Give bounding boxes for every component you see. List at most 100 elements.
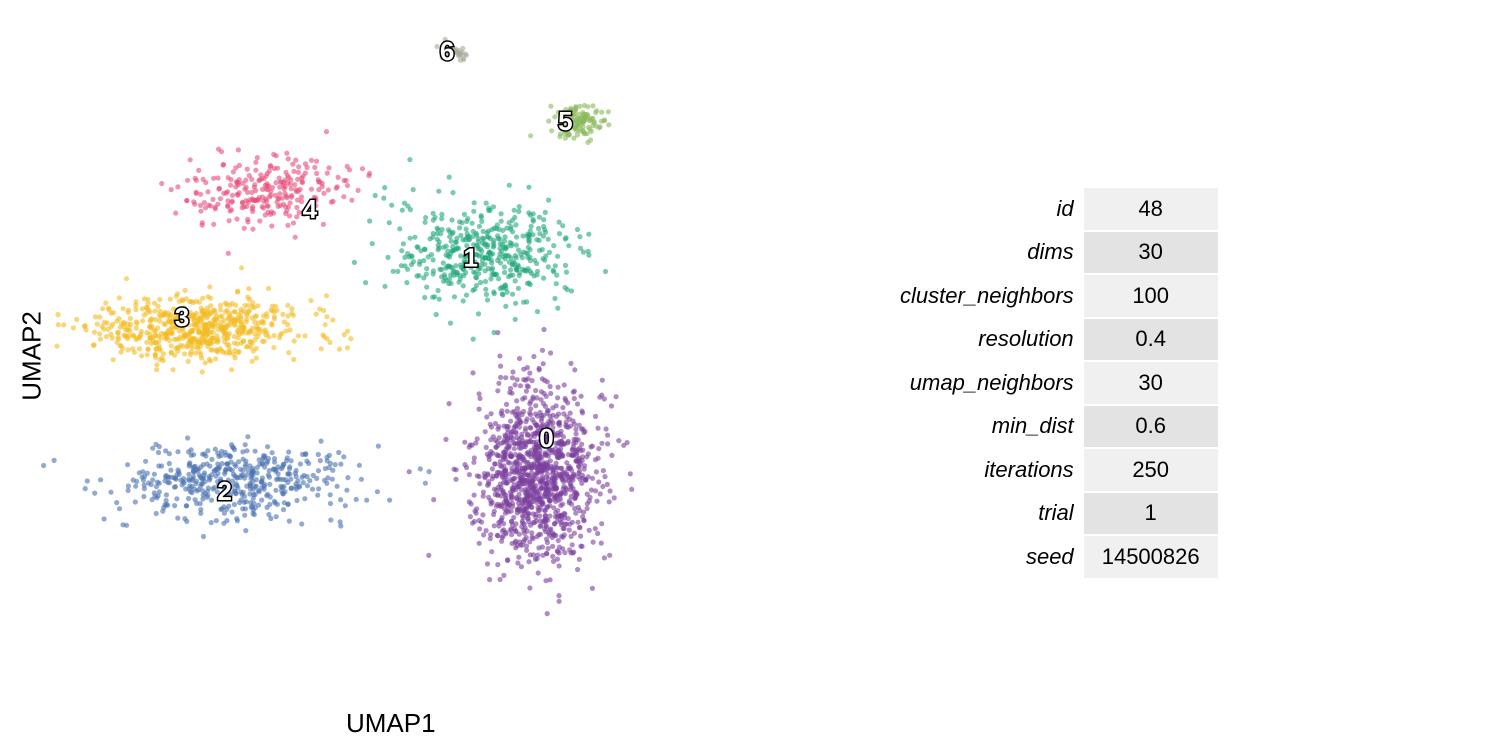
param-key: dims — [1027, 239, 1074, 265]
cluster-3-point — [167, 296, 173, 302]
cluster-2-point — [231, 447, 238, 453]
param-row-min-dist: min_dist 0.6 — [900, 404, 1218, 449]
cluster-4-point — [210, 196, 216, 202]
cluster-0-point — [576, 470, 582, 476]
cluster-3-point — [222, 339, 228, 345]
cluster-4-point — [243, 177, 249, 183]
cluster-0-point — [498, 363, 504, 369]
cluster-3-point — [158, 335, 164, 341]
cluster-2-point — [125, 487, 131, 494]
cluster-2-point — [264, 504, 270, 510]
cluster-1-point — [423, 271, 429, 277]
cluster-0-point — [512, 382, 518, 388]
cluster-2-point — [237, 500, 243, 506]
param-value: 48 — [1083, 188, 1218, 232]
cluster-3-point — [205, 313, 211, 319]
cluster-2-point — [233, 463, 239, 469]
cluster-3-point — [231, 333, 237, 339]
cluster-2-point — [268, 515, 274, 522]
cluster-1-point — [488, 257, 494, 263]
cluster-0-point — [535, 507, 541, 514]
cluster-3-point — [149, 323, 155, 329]
cluster-3-point — [235, 328, 241, 334]
cluster-4-point — [281, 186, 287, 192]
cluster-1-point — [470, 228, 476, 235]
cluster-0-point — [606, 499, 612, 505]
cluster-3-point — [163, 332, 169, 338]
cluster-1-point — [530, 218, 537, 224]
cluster-0-point — [548, 441, 554, 447]
cluster-4-point — [295, 197, 301, 203]
cluster-0-point — [589, 475, 596, 481]
cluster-2-point — [165, 474, 171, 480]
cluster-4-point — [269, 185, 276, 191]
cluster-1-point — [351, 259, 357, 265]
cluster-0-point — [525, 384, 531, 390]
cluster-2-point — [221, 510, 227, 516]
cluster-3-point — [153, 328, 159, 334]
cluster-0-point — [451, 466, 457, 472]
cluster-1-point — [504, 289, 510, 295]
cluster-0-point — [560, 546, 566, 552]
cluster-2-point — [208, 497, 215, 503]
cluster-1-point — [369, 241, 375, 247]
cluster-2-point — [163, 448, 169, 454]
cluster-0-point — [525, 431, 531, 437]
cluster-0-point — [528, 406, 534, 412]
cluster-1-point — [495, 233, 501, 239]
cluster-1-point — [404, 280, 410, 286]
cluster-2-point — [84, 478, 90, 484]
cluster-2-point — [140, 469, 146, 475]
cluster-3-point — [231, 309, 237, 315]
cluster-0-point — [500, 412, 506, 418]
cluster-1-point — [537, 231, 543, 237]
cluster-0-point — [521, 443, 527, 450]
param-key: min_dist — [991, 413, 1074, 439]
cluster-1-point — [534, 237, 540, 243]
cluster-3-point — [220, 326, 226, 332]
param-value: 14500826 — [1083, 535, 1218, 580]
cluster-2-point — [226, 503, 232, 509]
cluster-2-point — [148, 481, 154, 488]
cluster-2-point — [231, 501, 237, 508]
cluster-3-point — [145, 300, 151, 306]
cluster-0-point — [577, 508, 583, 514]
cluster-3-point — [157, 345, 163, 352]
cluster-1-point — [564, 287, 571, 293]
cluster-0-point — [484, 414, 490, 420]
cluster-1-point — [586, 231, 592, 237]
cluster-0-point — [563, 424, 570, 430]
cluster-3-point — [283, 328, 289, 334]
cluster-4-point — [203, 179, 209, 186]
cluster-6-point — [447, 45, 453, 51]
cluster-0-point — [497, 353, 503, 359]
cluster-2-point — [310, 472, 316, 478]
cluster-3-point — [133, 299, 139, 305]
cluster-3-point — [218, 319, 224, 325]
cluster-4-point — [239, 205, 245, 211]
cluster-4-point — [187, 157, 193, 163]
cluster-2-point — [166, 460, 172, 467]
cluster-1-point — [551, 243, 557, 249]
cluster-1-point — [448, 251, 454, 257]
cluster-0-point — [476, 406, 482, 412]
cluster-4-point — [211, 221, 217, 227]
cluster-2-point — [315, 468, 322, 474]
cluster-1-point — [402, 254, 408, 260]
cluster-4-point — [185, 177, 191, 183]
cluster-5-point — [528, 133, 534, 139]
cluster-2-point — [341, 454, 347, 460]
cluster-2-point — [213, 473, 219, 479]
cluster-0-point — [544, 410, 550, 416]
cluster-0-point — [562, 491, 568, 497]
cluster-1-point — [440, 260, 446, 266]
cluster-0-point — [534, 429, 540, 435]
cluster-2-point — [227, 453, 234, 459]
cluster-3-point — [223, 350, 230, 356]
cluster-1-point — [478, 214, 484, 220]
cluster-3-point — [248, 344, 254, 350]
cluster-2-point — [261, 483, 267, 489]
cluster-3-point — [239, 265, 245, 271]
cluster-1-point — [504, 244, 510, 250]
cluster-4-point — [253, 159, 259, 165]
